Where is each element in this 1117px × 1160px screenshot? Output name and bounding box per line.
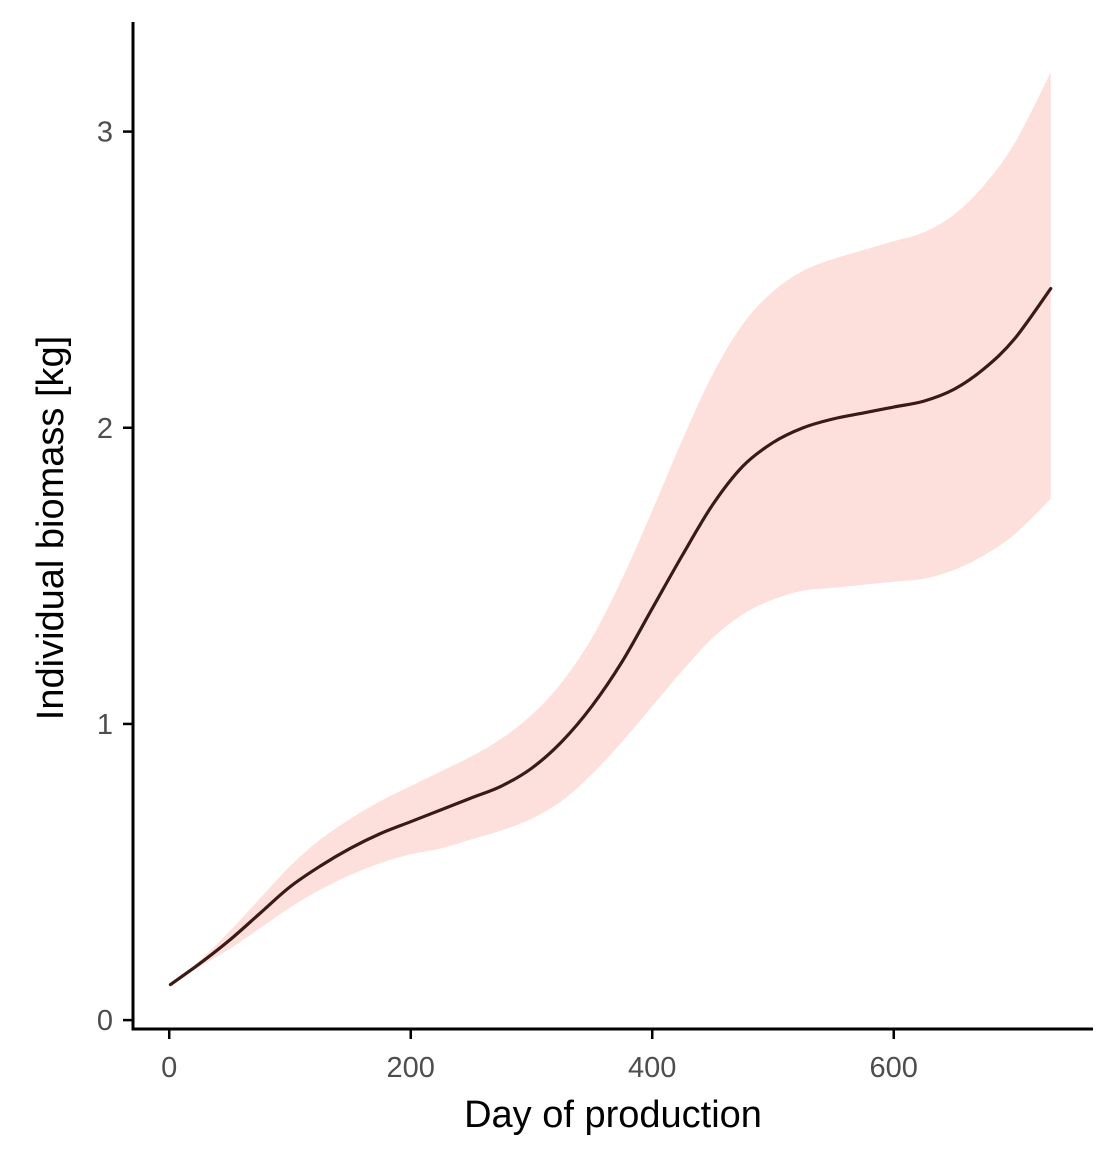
y-tick-label: 2 (97, 413, 113, 445)
x-axis-title: Day of production (464, 1094, 762, 1136)
y-tick-label: 3 (97, 117, 113, 149)
series-line (168, 286, 1053, 987)
x-tick-label: 400 (628, 1052, 676, 1084)
axes (131, 22, 1093, 1031)
x-tick-label: 200 (387, 1052, 435, 1084)
y-tick-label: 1 (97, 709, 113, 741)
x-tick-label: 600 (870, 1052, 918, 1084)
ticks: 0 200 400 600 0 1 2 3 (97, 117, 918, 1084)
confidence-band (170, 72, 1051, 985)
y-axis-title: Individual biomass [kg] (30, 336, 72, 720)
series-line-layer (168, 286, 1053, 987)
confidence-band-layer (170, 72, 1051, 985)
x-tick-label: 0 (161, 1052, 177, 1084)
y-tick-label: 0 (97, 1005, 113, 1037)
